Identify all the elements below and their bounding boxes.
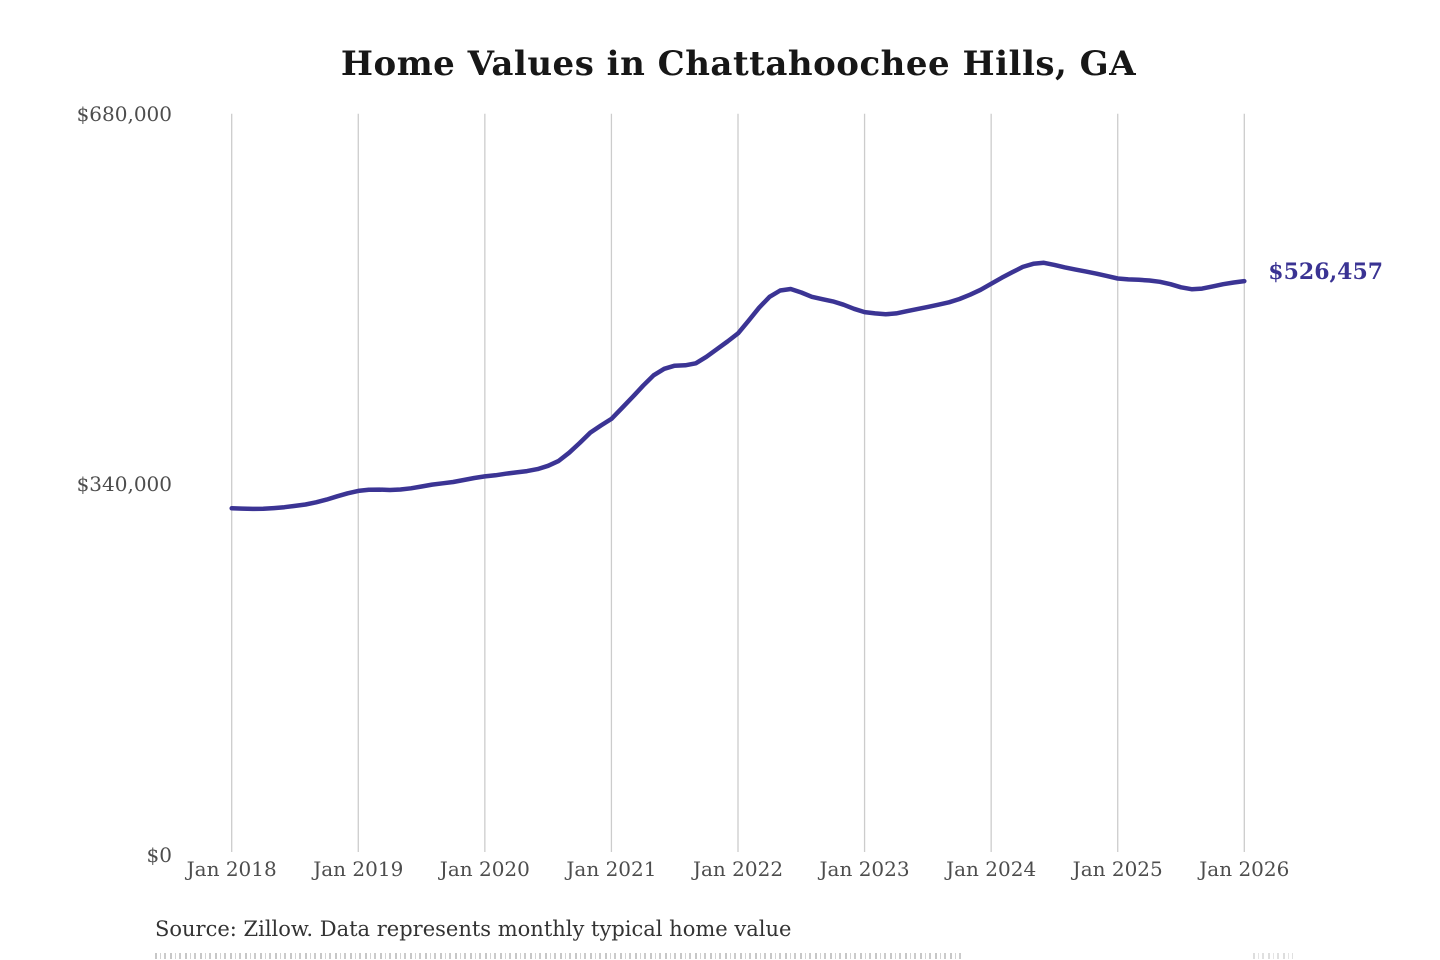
y-tick-340000: $340,000 — [76, 472, 172, 497]
chart-title: Home Values in Chattahoochee Hills, GA — [340, 44, 1137, 84]
x-tick-jan-2019: Jan 2019 — [313, 857, 404, 881]
cropped-caption-line — [155, 953, 963, 959]
vertical-gridlines — [231, 113, 1245, 852]
y-tick-680000: $680,000 — [76, 101, 172, 126]
x-tick-jan-2021: Jan 2021 — [566, 857, 657, 881]
cropped-caption-line-tail — [1253, 953, 1293, 959]
x-tick-jan-2020: Jan 2020 — [439, 857, 530, 881]
latest-value-label: $526,457 — [1268, 259, 1384, 286]
source-note: Source: Zillow. Data represents monthly … — [155, 917, 792, 941]
x-tick-jan-2026: Jan 2026 — [1199, 857, 1290, 881]
x-tick-jan-2025: Jan 2025 — [1072, 857, 1163, 881]
x-tick-jan-2024: Jan 2024 — [946, 857, 1037, 881]
home-value-line — [229, 260, 1247, 512]
x-tick-jan-2022: Jan 2022 — [692, 857, 784, 881]
x-tick-jan-2023: Jan 2023 — [819, 857, 910, 881]
x-tick-jan-2018: Jan 2018 — [186, 857, 277, 881]
y-tick-0: $0 — [146, 843, 172, 867]
